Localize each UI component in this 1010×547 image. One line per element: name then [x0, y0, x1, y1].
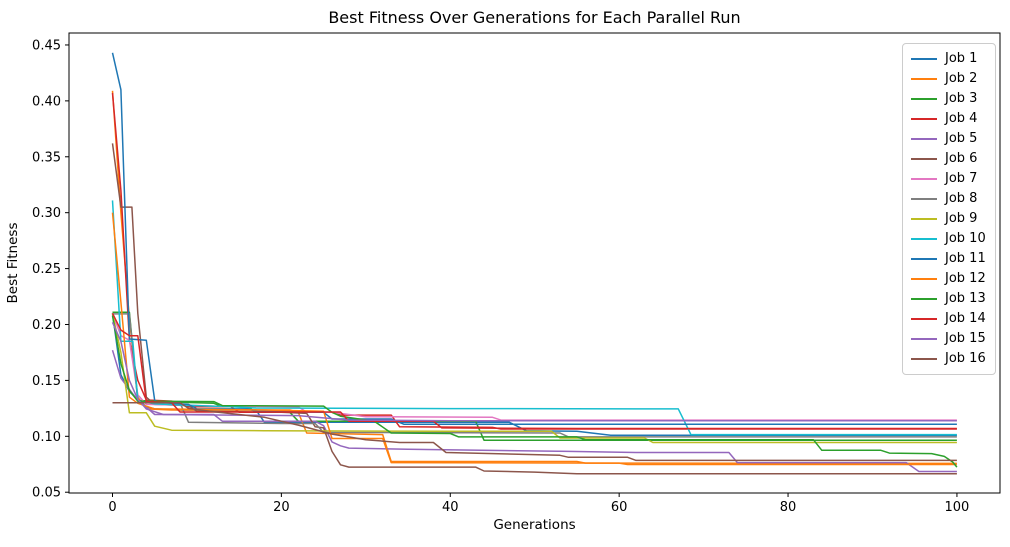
legend-item-job-5: Job 5	[911, 129, 986, 149]
legend-item-job-12: Job 12	[911, 269, 986, 289]
legend-item-job-2: Job 2	[911, 69, 986, 89]
legend-line-swatch	[911, 358, 937, 360]
legend-line-swatch	[911, 78, 937, 80]
series-line-job-5	[111, 349, 957, 473]
legend-label: Job 8	[945, 191, 978, 206]
legend-label: Job 2	[945, 71, 978, 86]
y-axis-label: Best Fitness	[5, 223, 21, 304]
legend-line-swatch	[911, 298, 937, 300]
series-line-job-4	[111, 92, 957, 430]
chart-title: Best Fitness Over Generations for Each P…	[328, 8, 740, 27]
legend-item-job-11: Job 11	[911, 249, 986, 269]
series-line-job-10	[111, 200, 957, 436]
legend-line-swatch	[911, 238, 937, 240]
y-tick-label: 0.20	[32, 318, 61, 333]
series-line-job-9	[111, 313, 957, 444]
series-line-job-15	[111, 321, 957, 422]
legend-line-swatch	[911, 198, 937, 200]
x-tick-label: 100	[945, 500, 970, 515]
legend-label: Job 11	[945, 251, 986, 266]
legend: Job 1 Job 2 Job 3 Job 4 Job 5 Job 6 Job 7 Job 8…	[902, 43, 996, 375]
series-line-job-11	[111, 52, 957, 425]
legend-line-swatch	[911, 258, 937, 260]
legend-item-job-3: Job 3	[911, 89, 986, 109]
legend-line-swatch	[911, 58, 937, 60]
series-line-job-8	[112, 313, 957, 438]
series-line-job-1	[111, 313, 957, 437]
legend-label: Job 12	[945, 271, 986, 286]
x-tick-label: 20	[273, 500, 290, 515]
series-line-job-12	[111, 212, 957, 466]
legend-label: Job 10	[945, 231, 986, 246]
legend-label: Job 16	[945, 351, 986, 366]
legend-item-job-9: Job 9	[911, 209, 986, 229]
legend-label: Job 5	[945, 131, 978, 146]
legend-label: Job 4	[945, 111, 978, 126]
y-tick-label: 0.40	[32, 94, 61, 109]
legend-line-swatch	[911, 118, 937, 120]
series-line-job-14	[111, 312, 957, 430]
legend-line-swatch	[911, 178, 937, 180]
x-axis-label: Generations	[493, 517, 575, 533]
series-line-job-13	[111, 315, 958, 468]
legend-label: Job 9	[945, 211, 978, 226]
legend-line-swatch	[911, 338, 937, 340]
series-line-job-6	[111, 143, 957, 475]
series-line-job-7	[111, 313, 957, 421]
legend-item-job-4: Job 4	[911, 109, 986, 129]
legend-label: Job 15	[945, 331, 986, 346]
legend-line-swatch	[911, 98, 937, 100]
legend-line-swatch	[911, 138, 937, 140]
x-tick-label: 0	[108, 500, 116, 515]
legend-label: Job 13	[945, 291, 986, 306]
plot-border	[68, 32, 1001, 494]
legend-item-job-13: Job 13	[911, 289, 986, 309]
legend-item-job-8: Job 8	[911, 189, 986, 209]
legend-item-job-1: Job 1	[911, 49, 986, 69]
legend-item-job-16: Job 16	[911, 349, 986, 369]
legend-item-job-14: Job 14	[911, 309, 986, 329]
x-tick-label: 60	[611, 500, 628, 515]
legend-label: Job 1	[945, 51, 978, 66]
y-tick-label: 0.35	[32, 150, 61, 165]
legend-label: Job 3	[945, 91, 978, 106]
x-tick-label: 80	[780, 500, 797, 515]
y-tick-label: 0.10	[32, 430, 61, 445]
y-tick-label: 0.25	[32, 262, 61, 277]
legend-label: Job 14	[945, 311, 986, 326]
legend-item-job-6: Job 6	[911, 149, 986, 169]
legend-item-job-15: Job 15	[911, 329, 986, 349]
legend-line-swatch	[911, 218, 937, 220]
legend-line-swatch	[911, 318, 937, 320]
x-tick-label: 40	[442, 500, 459, 515]
legend-line-swatch	[911, 278, 937, 280]
y-tick-label: 0.05	[32, 486, 61, 501]
y-tick-label: 0.15	[32, 374, 61, 389]
y-tick-label: 0.30	[32, 206, 61, 221]
legend-label: Job 6	[945, 151, 978, 166]
series-line-job-16	[112, 402, 957, 462]
legend-item-job-7: Job 7	[911, 169, 986, 189]
legend-line-swatch	[911, 158, 937, 160]
y-tick-label: 0.45	[32, 38, 61, 53]
legend-label: Job 7	[945, 171, 978, 186]
legend-item-job-10: Job 10	[911, 229, 986, 249]
